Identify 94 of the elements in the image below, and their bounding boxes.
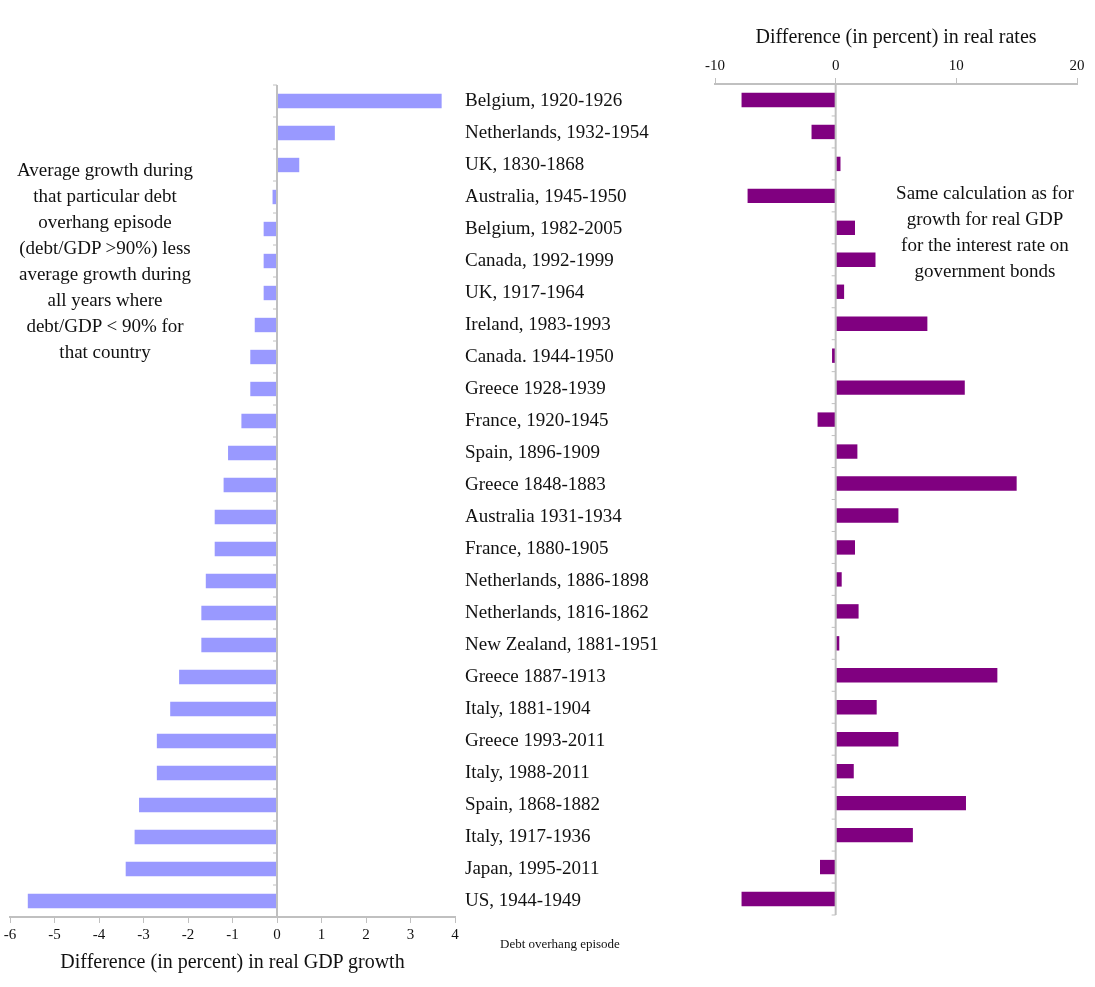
x-tick-label: -6 [3, 925, 17, 942]
x-tick-label: -4 [92, 925, 106, 942]
y-tick-label: UK, 1830-1868 [465, 152, 585, 174]
y-tick-label: France, 1880-1905 [465, 536, 609, 558]
bar [741, 891, 836, 907]
bar [241, 413, 277, 429]
x-axis-title: Difference (in percent) in real GDP growth [60, 950, 405, 974]
y-tick-label: Spain, 1868-1882 [465, 792, 601, 814]
y-tick-label: UK, 1917-1964 [465, 280, 585, 302]
y-tick-label: Netherlands, 1932-1954 [465, 120, 650, 142]
y-tick-label: New Zealand, 1881-1951 [465, 632, 659, 654]
bar [836, 763, 854, 779]
bar [277, 157, 300, 173]
x-tick-label: -1 [226, 925, 239, 942]
y-tick-label: Canada. 1944-1950 [465, 344, 614, 366]
bar [836, 444, 858, 459]
bar [836, 220, 855, 236]
bar [125, 861, 277, 877]
bar [250, 381, 277, 397]
x-tick-label: 20 [1069, 56, 1085, 73]
bar [205, 573, 277, 589]
x-axis-title: Difference (in percent) in real rates [755, 25, 1037, 49]
x-tick-label: -10 [705, 56, 725, 73]
bar [156, 733, 277, 749]
y-tick-label: Belgium, 1982-2005 [465, 216, 623, 238]
bar [134, 829, 277, 845]
bar [201, 605, 277, 621]
bar [836, 252, 876, 267]
bar [156, 765, 277, 781]
x-tick-label: 4 [451, 925, 460, 942]
bar [836, 572, 842, 587]
bar [263, 253, 277, 269]
x-tick-label: -3 [137, 925, 150, 942]
y-tick-label: Greece 1928-1939 [465, 376, 606, 398]
bar [741, 92, 836, 108]
y-tick-label: US, 1944-1949 [465, 888, 582, 910]
y-tick-label: Australia 1931-1934 [465, 504, 623, 526]
bar [832, 348, 836, 363]
bar [811, 124, 836, 140]
y-tick-label: Netherlands, 1816-1862 [465, 600, 649, 622]
y-tick-label: France, 1920-1945 [465, 408, 609, 430]
bar [836, 604, 859, 619]
bar [836, 827, 913, 843]
y-tick-label: Italy, 1988-2011 [465, 760, 590, 782]
bar [836, 668, 998, 683]
x-tick-label: 10 [948, 56, 964, 73]
x-tick-label: 0 [273, 925, 281, 942]
bar [836, 732, 899, 747]
bar [277, 93, 442, 109]
x-tick-label: 0 [831, 56, 840, 73]
bar [836, 476, 1017, 491]
bar [250, 349, 277, 365]
bar [214, 541, 277, 557]
x-tick-label: 1 [317, 925, 326, 942]
x-tick-label: -2 [181, 925, 195, 942]
annotation: Same calculation as for growth for real GDP for the interest rate on government bonds [895, 181, 1075, 283]
y-tick-label: Italy, 1917-1936 [465, 824, 591, 846]
y-tick-label: Ireland, 1983-1993 [465, 312, 611, 334]
y-tick-label: Greece 1887-1913 [465, 664, 606, 686]
bar [817, 412, 836, 427]
bar [254, 317, 277, 333]
bar [836, 795, 966, 811]
bar [836, 380, 965, 395]
y-tick-label: Netherlands, 1886-1898 [465, 568, 649, 590]
bar [836, 316, 928, 331]
x-tick-label: 3 [406, 925, 415, 942]
y-tick-label: Italy, 1881-1904 [465, 696, 591, 718]
bar [201, 637, 277, 653]
y-axis-title: Debt overhang episode [500, 936, 620, 952]
bar [836, 700, 877, 715]
bar [27, 893, 277, 909]
bar [179, 669, 277, 685]
bar [277, 125, 335, 141]
bar [836, 540, 855, 555]
y-tick-label: Japan, 1995-2011 [465, 856, 600, 878]
bar [747, 188, 836, 204]
bar [170, 701, 277, 717]
x-tick-label: -5 [48, 925, 61, 942]
bar [228, 445, 277, 461]
x-tick-label: 2 [362, 925, 370, 942]
bar [263, 221, 277, 237]
annotation: Average growth during that particular debt overhang episode (debt/GDP >90%) less average growth during all years where debt/GDP < 90% for that country [16, 158, 194, 364]
bar [836, 508, 899, 523]
bar [139, 797, 277, 813]
y-tick-label: Greece 1993-2011 [465, 728, 606, 750]
bar [223, 477, 277, 493]
y-tick-label: Spain, 1896-1909 [465, 440, 601, 462]
bar [819, 859, 836, 875]
bar [263, 285, 277, 301]
bar [214, 509, 277, 525]
y-tick-label: Australia, 1945-1950 [465, 184, 627, 206]
y-tick-label: Canada, 1992-1999 [465, 248, 614, 270]
y-tick-label: Belgium, 1920-1926 [465, 88, 623, 110]
y-tick-label: Greece 1848-1883 [465, 472, 606, 494]
